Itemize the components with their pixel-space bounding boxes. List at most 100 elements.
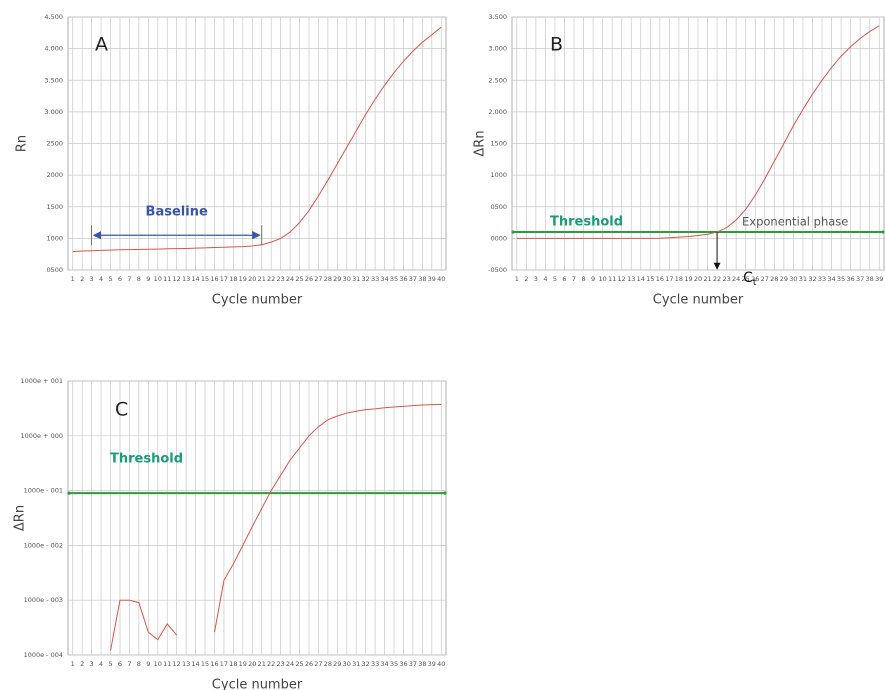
x-tick-label: 3 xyxy=(90,660,94,668)
panel-letter: B xyxy=(550,34,563,56)
threshold-end xyxy=(881,230,885,234)
x-tick-label: 2 xyxy=(80,275,84,283)
x-tick-label: 24 xyxy=(286,275,294,283)
y-tick-label: 1000 xyxy=(490,171,507,179)
x-tick-label: 24 xyxy=(732,275,740,283)
x-tick-label: 28 xyxy=(324,275,332,283)
x-tick-label: 29 xyxy=(333,660,341,668)
x-tick-label: 14 xyxy=(191,660,199,668)
x-tick-label: 20 xyxy=(248,275,256,283)
x-tick-label: 23 xyxy=(722,275,730,283)
y-tick-label: 3.500 xyxy=(44,76,63,84)
x-tick-label: 8 xyxy=(137,660,141,668)
x-tick-label: 31 xyxy=(352,660,360,668)
x-tick-label: 30 xyxy=(343,275,351,283)
x-tick-label: 1 xyxy=(71,275,75,283)
y-tick-label: 3.000 xyxy=(44,108,63,116)
x-tick-label: 15 xyxy=(201,275,209,283)
x-tick-label: 18 xyxy=(229,660,237,668)
x-tick-label: 36 xyxy=(399,275,407,283)
x-tick-label: 9 xyxy=(146,660,150,668)
x-tick-label: 10 xyxy=(598,275,606,283)
x-tick-label: 7 xyxy=(572,275,576,283)
x-tick-label: 7 xyxy=(127,275,131,283)
y-tick-label: 0500 xyxy=(46,266,63,274)
x-tick-label: 30 xyxy=(343,660,351,668)
x-tick-label: 27 xyxy=(314,275,322,283)
x-tick-label: 25 xyxy=(742,275,750,283)
y-axis-title: ΔRn xyxy=(13,505,28,531)
x-tick-label: 19 xyxy=(239,275,247,283)
x-tick-label: 23 xyxy=(276,660,284,668)
x-tick-label: 4 xyxy=(99,660,103,668)
x-tick-label: 26 xyxy=(751,275,759,283)
y-tick-label: 1000e - 004 xyxy=(24,651,63,659)
ct-label-sub: t xyxy=(753,278,757,288)
x-tick-label: 36 xyxy=(399,660,407,668)
x-tick-label: 14 xyxy=(637,275,645,283)
x-tick-label: 5 xyxy=(108,275,112,283)
threshold-end xyxy=(443,491,447,495)
x-tick-label: 17 xyxy=(220,660,228,668)
y-tick-label: 3.500 xyxy=(488,13,507,21)
x-tick-label: 25 xyxy=(295,275,303,283)
y-tick-label: 3.000 xyxy=(488,45,507,53)
x-tick-label: 13 xyxy=(182,275,190,283)
threshold-label: Threshold xyxy=(110,452,183,467)
x-tick-label: 39 xyxy=(428,275,436,283)
y-tick-label: 1000e + 001 xyxy=(20,377,63,385)
x-tick-label: 37 xyxy=(409,275,417,283)
x-tick-label: 39 xyxy=(428,660,436,668)
x-tick-label: 11 xyxy=(163,660,171,668)
x-tick-label: 14 xyxy=(191,275,199,283)
x-tick-label: 17 xyxy=(665,275,673,283)
x-tick-label: 21 xyxy=(703,275,711,283)
ct-label-main: C xyxy=(743,270,753,286)
x-tick-label: 20 xyxy=(248,660,256,668)
x-tick-label: 35 xyxy=(390,660,398,668)
x-tick-label: 17 xyxy=(220,275,228,283)
y-tick-label: 4.000 xyxy=(44,45,63,53)
data-line xyxy=(110,403,442,651)
x-tick-label: 34 xyxy=(827,275,835,283)
x-tick-label: 16 xyxy=(210,275,218,283)
x-axis-title: Cycle number xyxy=(212,678,303,690)
y-tick-label: 1000e - 001 xyxy=(24,487,63,495)
x-tick-label: 13 xyxy=(182,660,190,668)
x-tick-label: 22 xyxy=(267,660,275,668)
y-tick-label: 0000 xyxy=(490,234,507,242)
x-tick-label: 19 xyxy=(239,660,247,668)
y-tick-label: 1500 xyxy=(46,203,63,211)
x-tick-label: 36 xyxy=(846,275,854,283)
x-tick-label: 6 xyxy=(562,275,566,283)
x-tick-label: 26 xyxy=(305,275,313,283)
x-tick-label: 12 xyxy=(618,275,626,283)
x-tick-label: 28 xyxy=(770,275,778,283)
y-tick-label: 2.000 xyxy=(488,108,507,116)
x-tick-label: 23 xyxy=(276,275,284,283)
y-tick-label: 1000e - 002 xyxy=(24,541,63,549)
x-tick-label: 28 xyxy=(324,660,332,668)
x-tick-label: 27 xyxy=(761,275,769,283)
x-tick-label: 31 xyxy=(352,275,360,283)
x-tick-label: 11 xyxy=(163,275,171,283)
x-tick-label: 3 xyxy=(90,275,94,283)
x-tick-label: 32 xyxy=(808,275,816,283)
x-tick-label: 25 xyxy=(295,660,303,668)
baseline-label: Baseline xyxy=(146,205,208,220)
x-axis-title: Cycle number xyxy=(653,293,744,308)
x-tick-label: 35 xyxy=(390,275,398,283)
y-tick-label: 2500 xyxy=(46,140,63,148)
x-tick-label: 27 xyxy=(314,660,322,668)
x-tick-label: 7 xyxy=(127,660,131,668)
y-tick-label: 1500 xyxy=(490,140,507,148)
x-tick-label: 15 xyxy=(201,660,209,668)
x-tick-label: 22 xyxy=(267,275,275,283)
x-tick-label: 32 xyxy=(362,660,370,668)
x-tick-label: 33 xyxy=(371,660,379,668)
x-tick-label: 16 xyxy=(210,660,218,668)
y-tick-label: 1000 xyxy=(46,234,63,242)
x-tick-label: 4 xyxy=(543,275,547,283)
x-tick-label: 35 xyxy=(837,275,845,283)
x-tick-label: 1 xyxy=(71,660,75,668)
